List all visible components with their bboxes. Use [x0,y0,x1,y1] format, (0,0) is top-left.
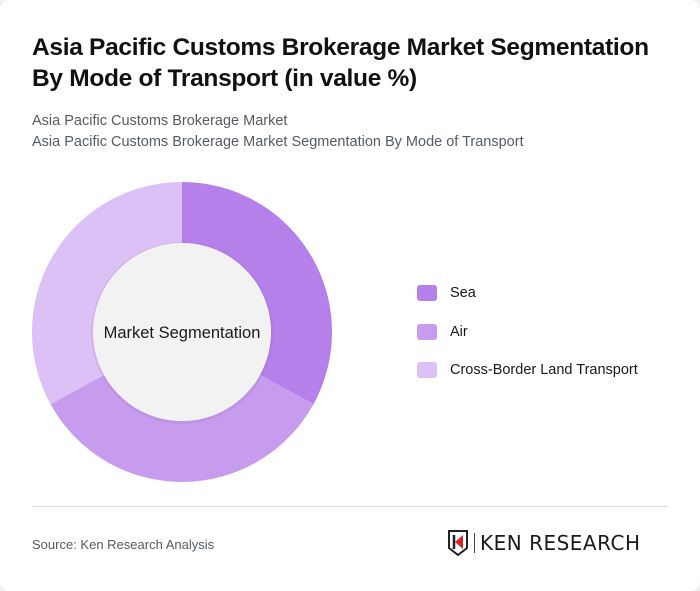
donut-chart [32,182,333,482]
source-note: Source: Ken Research Analysis [32,537,215,552]
legend-item-sea: Sea [417,283,638,303]
legend-swatch-cross-border-land-transport [417,362,437,378]
logo-text: KEN RESEARCH [480,531,641,555]
legend-label-air: Air [450,323,468,340]
chart-subtitle-segmentation: Asia Pacific Customs Brokerage Market Se… [32,134,524,150]
ken-research-shield-icon [448,530,468,556]
ken-research-logo: KEN RESEARCH [447,530,641,556]
chart-legend: Sea Air Cross-Border Land Transport [417,283,638,399]
donut-segment-sea [182,182,333,405]
donut-segment-cross-border-land-transport [32,182,183,405]
legend-item-air: Air [417,322,638,342]
legend-swatch-air [417,323,437,340]
chart-title: Asia Pacific Customs Brokerage Market Se… [32,34,649,92]
legend-swatch-sea [417,285,437,301]
donut-segment-air [50,374,314,482]
legend-label-sea: Sea [450,285,476,301]
donut-center-label: Market Segmentation [103,323,261,342]
logo-separator [474,533,475,553]
chart-subtitle-market: Asia Pacific Customs Brokerage Market [32,113,288,129]
legend-item-cross-border-land-transport: Cross-Border Land Transport [417,360,638,380]
legend-label-cross-border-land-transport: Cross-Border Land Transport [450,362,638,378]
footer-divider [32,506,668,507]
donut-hole [93,243,271,421]
